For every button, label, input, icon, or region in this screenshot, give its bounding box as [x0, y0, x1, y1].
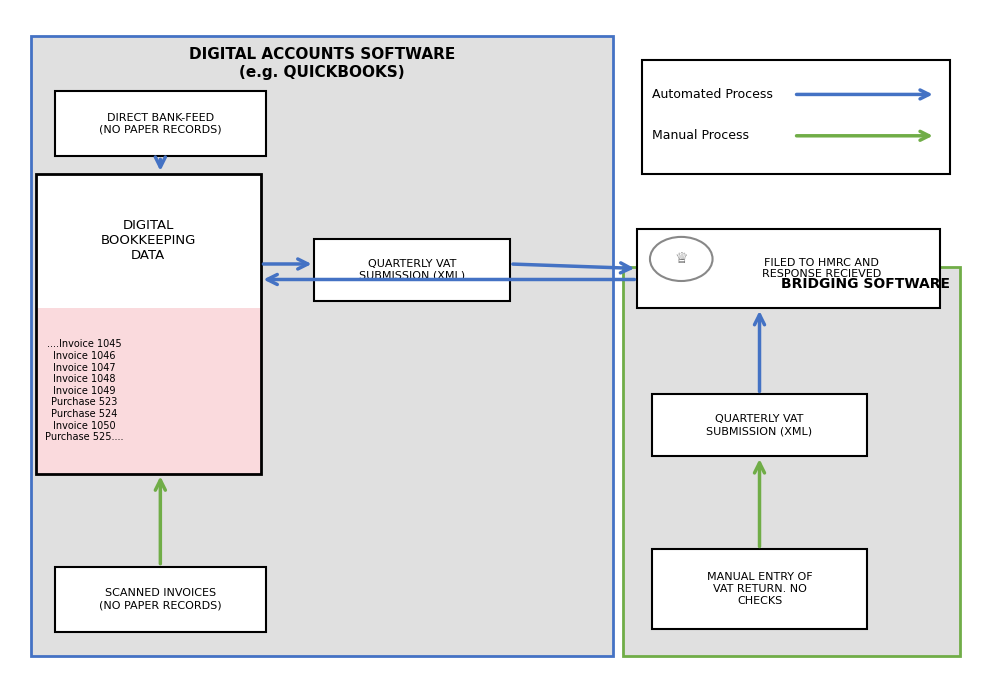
FancyBboxPatch shape — [35, 174, 261, 308]
Text: QUARTERLY VAT
SUBMISSION (XML): QUARTERLY VAT SUBMISSION (XML) — [359, 260, 465, 281]
FancyBboxPatch shape — [623, 266, 960, 656]
Text: SCANNED INVOICES
(NO PAPER RECORDS): SCANNED INVOICES (NO PAPER RECORDS) — [99, 588, 222, 610]
Text: BRIDGING SOFTWARE: BRIDGING SOFTWARE — [781, 277, 951, 291]
FancyBboxPatch shape — [652, 549, 867, 628]
Text: FILED TO HMRC AND
RESPONSE RECIEVED: FILED TO HMRC AND RESPONSE RECIEVED — [761, 257, 881, 280]
FancyBboxPatch shape — [643, 60, 951, 174]
FancyBboxPatch shape — [652, 394, 867, 456]
Text: Automated Process: Automated Process — [652, 88, 773, 101]
Text: MANUAL ENTRY OF
VAT RETURN. NO
CHECKS: MANUAL ENTRY OF VAT RETURN. NO CHECKS — [706, 572, 812, 606]
Text: ♕: ♕ — [675, 251, 688, 266]
Text: QUARTERLY VAT
SUBMISSION (XML): QUARTERLY VAT SUBMISSION (XML) — [706, 415, 812, 436]
Text: DIRECT BANK-FEED
(NO PAPER RECORDS): DIRECT BANK-FEED (NO PAPER RECORDS) — [99, 113, 222, 134]
FancyBboxPatch shape — [638, 229, 941, 308]
FancyBboxPatch shape — [55, 567, 266, 632]
Text: DIGITAL ACCOUNTS SOFTWARE
(e.g. QUICKBOOKS): DIGITAL ACCOUNTS SOFTWARE (e.g. QUICKBOO… — [188, 47, 455, 80]
Text: DIGITAL
BOOKKEEPING
DATA: DIGITAL BOOKKEEPING DATA — [100, 219, 196, 262]
FancyBboxPatch shape — [30, 36, 613, 656]
FancyBboxPatch shape — [55, 91, 266, 156]
Text: ....Invoice 1045
Invoice 1046
Invoice 1047
Invoice 1048
Invoice 1049
Purchase 52: ....Invoice 1045 Invoice 1046 Invoice 10… — [45, 339, 124, 442]
Text: Manual Process: Manual Process — [652, 129, 749, 143]
FancyBboxPatch shape — [315, 239, 510, 301]
FancyBboxPatch shape — [35, 308, 261, 473]
